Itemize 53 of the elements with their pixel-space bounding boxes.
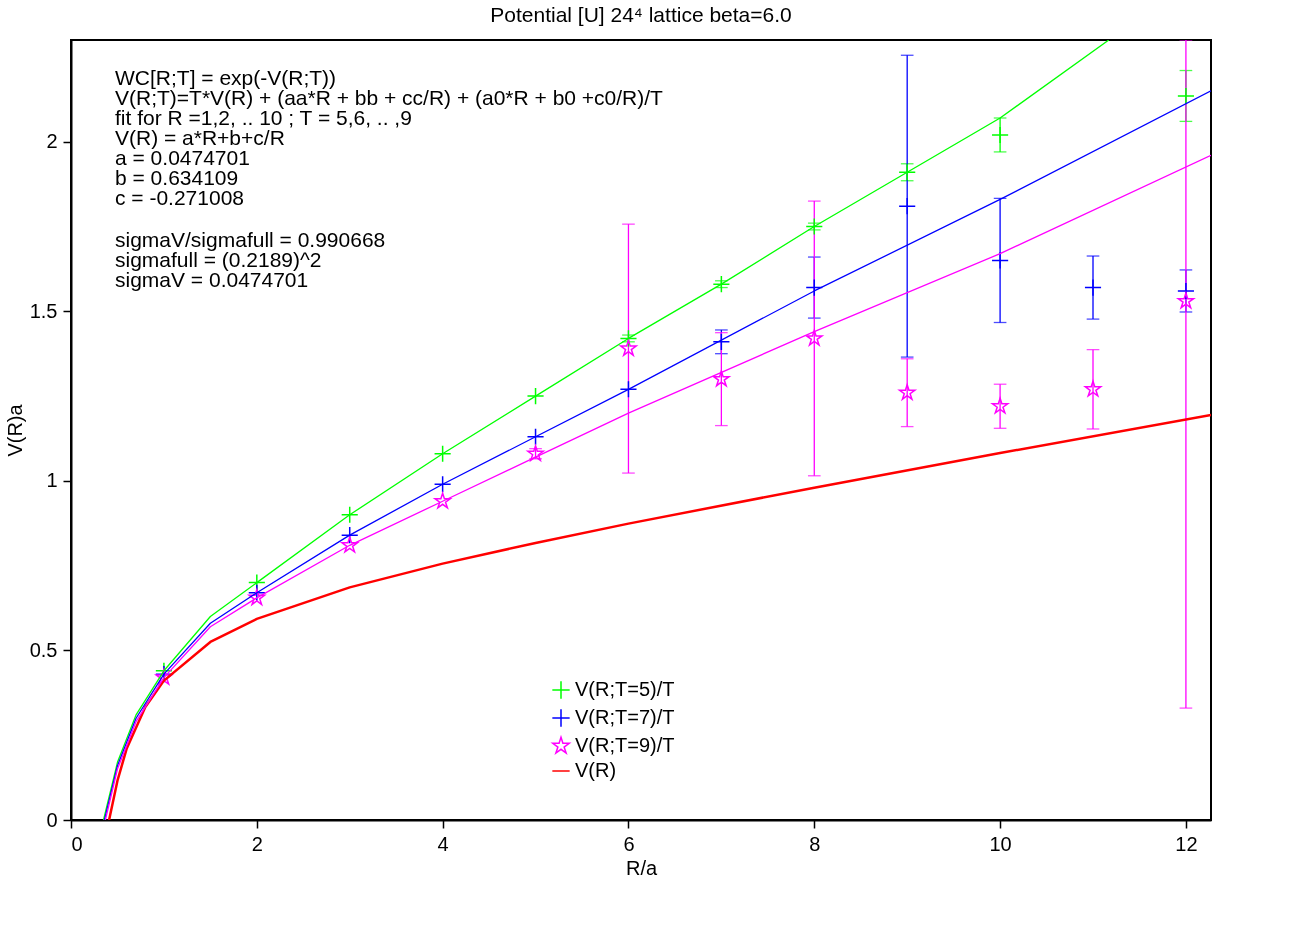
point: [991, 397, 1009, 414]
x-tick-label: 8: [809, 832, 821, 855]
annotation: WC[R;T] = exp(-V(R;T)): [115, 66, 337, 89]
point: [526, 387, 545, 405]
point: [527, 444, 544, 462]
y-tick-label: 1: [46, 469, 58, 492]
y-tick-label: 2: [46, 130, 58, 153]
x-axis-title: R/a: [625, 856, 658, 879]
point: [619, 329, 638, 348]
y-axis-title: V(R)a: [3, 403, 26, 457]
y-tick-label: 0: [46, 808, 58, 831]
point: [248, 589, 266, 606]
point: [712, 275, 731, 293]
annotation: b = 0.634109: [115, 166, 239, 189]
point: [712, 370, 730, 387]
point: [991, 251, 1009, 270]
point: [805, 329, 823, 346]
point: [341, 536, 359, 553]
point: [619, 380, 638, 399]
x-tick-label: 10: [989, 832, 1012, 855]
y-tick-label: 0.5: [29, 638, 58, 661]
point: [1177, 292, 1195, 309]
point: [526, 427, 545, 446]
point: [340, 505, 359, 524]
point: [434, 492, 452, 509]
line-series: [107, 413, 1211, 820]
point: [620, 339, 637, 356]
legend-label: V(R;T=7)/T: [575, 706, 675, 728]
point: [433, 444, 452, 463]
point: [898, 383, 916, 400]
x-tick-label: 12: [1175, 832, 1198, 855]
point: [1177, 87, 1195, 105]
point: [433, 475, 452, 494]
point: [991, 126, 1009, 144]
point: [898, 197, 916, 215]
legend-label: V(R;T=9)/T: [575, 734, 675, 756]
point: [340, 526, 359, 544]
annotation: c = -0.271008: [115, 186, 245, 209]
x-tick-label: 4: [437, 832, 449, 855]
point: [1084, 278, 1102, 297]
point: [1084, 380, 1102, 397]
point: [248, 583, 266, 602]
legend-label: V(R;T=5)/T: [575, 678, 675, 700]
x-tick-label: 6: [623, 832, 635, 855]
point: [712, 333, 731, 351]
x-tick-label: 0: [71, 832, 83, 855]
point: [805, 217, 824, 236]
annotation: sigmaV/sigmafull = 0.990668: [115, 228, 386, 251]
x-tick-label: 2: [251, 832, 263, 855]
chart-title: Potential [U] 24⁴ lattice beta=6.0: [490, 3, 792, 26]
point: [1177, 282, 1195, 300]
y-tick-label: 1.5: [29, 299, 58, 322]
legend-label: V(R): [575, 759, 617, 781]
